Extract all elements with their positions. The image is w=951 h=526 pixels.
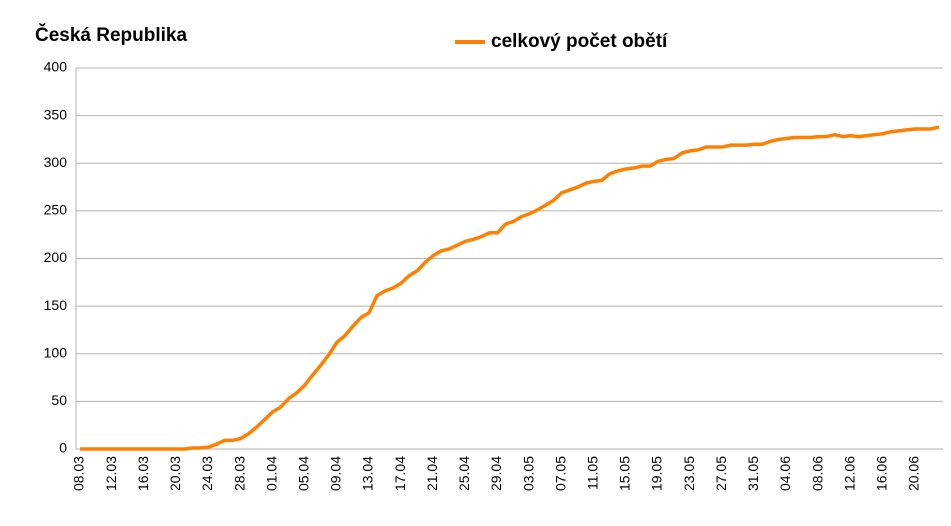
- y-tick-label: 400: [44, 59, 68, 75]
- y-tick-label: 250: [44, 202, 68, 218]
- legend-label: celkový počet obětí: [491, 31, 668, 52]
- x-tick-label: 27.05: [713, 456, 729, 491]
- x-tick-label: 12.03: [103, 456, 119, 491]
- y-tick-label: 350: [44, 106, 68, 122]
- x-tick-label: 08.06: [809, 456, 825, 491]
- y-tick-label: 200: [44, 249, 68, 265]
- x-tick-label: 13.04: [360, 456, 376, 491]
- x-tick-label: 05.04: [295, 456, 311, 491]
- chart-title: Česká Republika: [35, 24, 187, 46]
- x-tick-label: 28.03: [231, 456, 247, 491]
- x-tick-label: 21.04: [424, 456, 440, 491]
- y-tick-label: 100: [44, 344, 68, 360]
- x-tick-label: 08.03: [71, 456, 87, 491]
- x-tick-label: 16.06: [873, 456, 889, 491]
- x-tick-label: 25.04: [456, 456, 472, 491]
- x-tick-label: 20.03: [167, 456, 183, 491]
- y-tick-label: 50: [51, 392, 67, 408]
- y-tick-label: 0: [59, 440, 67, 456]
- x-tick-label: 01.04: [263, 456, 279, 491]
- x-tick-label: 09.04: [328, 456, 344, 491]
- x-tick-label: 19.05: [649, 456, 665, 491]
- x-tick-label: 15.05: [617, 456, 633, 491]
- x-tick-label: 20.06: [906, 456, 922, 491]
- x-tick-label: 11.05: [584, 456, 600, 490]
- x-tick-label: 07.05: [552, 456, 568, 491]
- x-tick-label: 29.04: [488, 456, 504, 491]
- x-tick-label: 04.06: [777, 456, 793, 491]
- line-series: [80, 125, 940, 451]
- y-tick-label: 300: [44, 154, 68, 170]
- x-tick-label: 31.05: [745, 456, 761, 491]
- x-tick-label: 23.05: [681, 456, 697, 491]
- y-tick-label: 150: [44, 297, 68, 313]
- x-tick-label: 12.06: [841, 456, 857, 491]
- x-tick-label: 24.03: [199, 456, 215, 491]
- x-tick-label: 17.04: [392, 456, 408, 491]
- x-tick-label: 03.05: [520, 456, 536, 491]
- x-tick-label: 16.03: [135, 456, 151, 491]
